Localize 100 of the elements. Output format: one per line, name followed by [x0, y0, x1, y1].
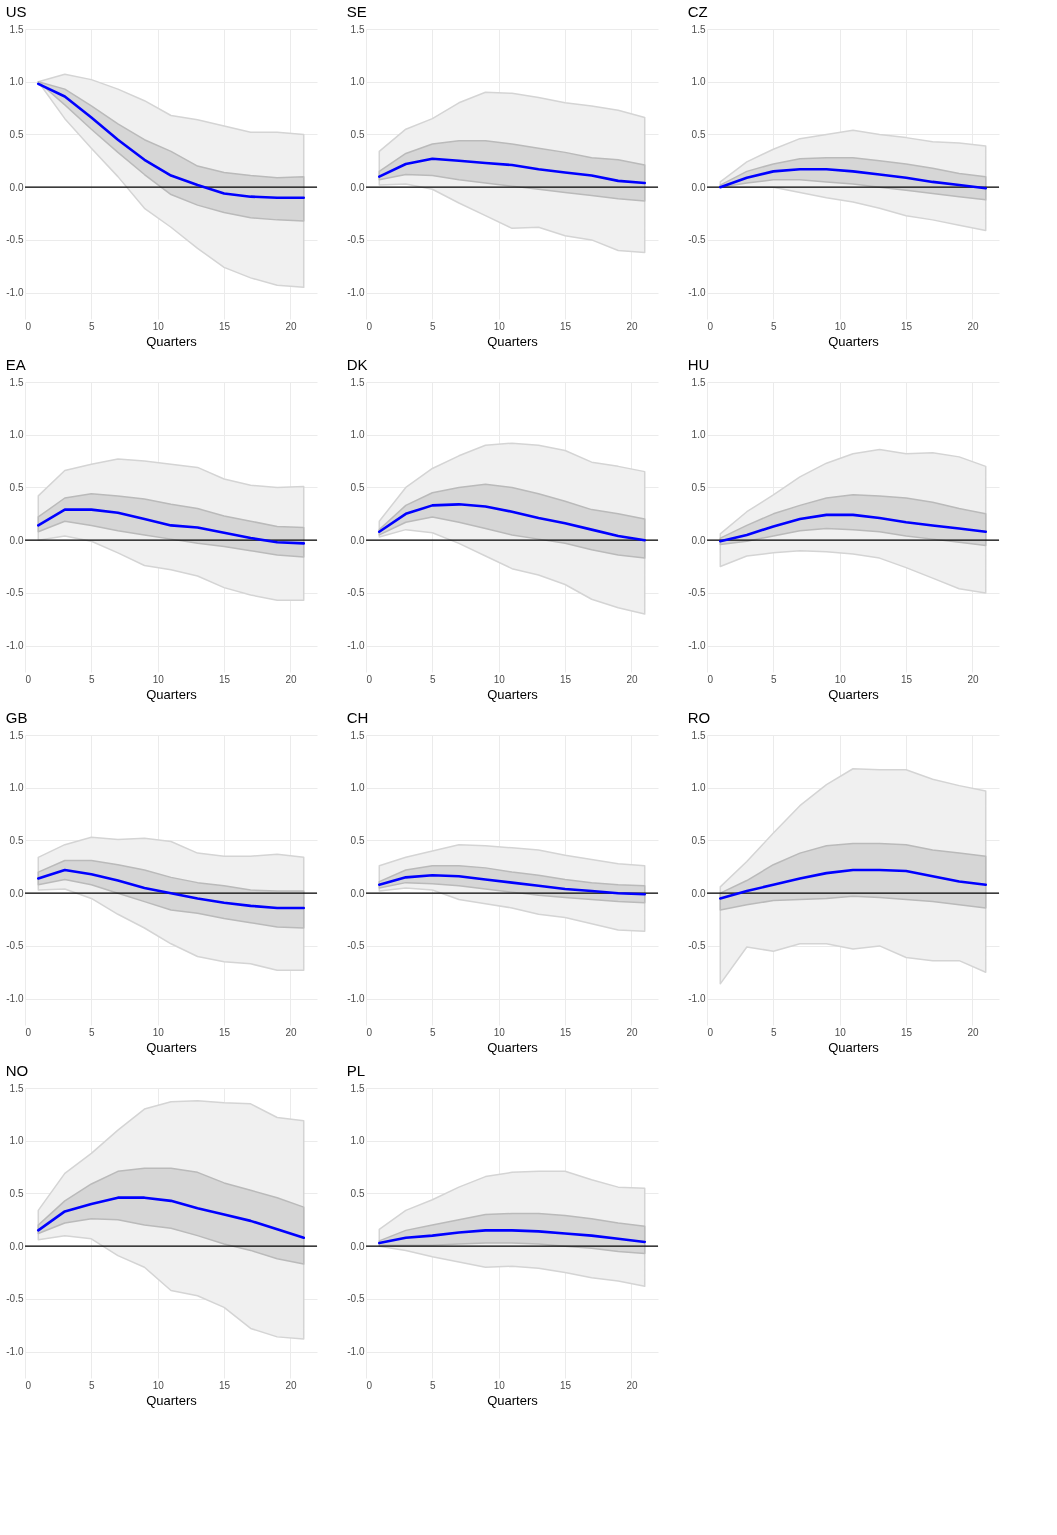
x-tick-label: 0 — [707, 673, 714, 685]
y-tick-label: -0.5 — [347, 940, 365, 952]
x-tick-label: 15 — [901, 673, 913, 685]
y-tick-label: 1.5 — [691, 729, 706, 741]
x-tick-label: 20 — [285, 673, 297, 685]
chart-title: RO — [687, 709, 711, 726]
y-tick-label: -1.0 — [688, 993, 706, 1005]
x-axis-title: Quarters — [146, 1392, 198, 1408]
x-tick-label: 10 — [834, 1026, 847, 1038]
y-tick-label: 0.0 — [9, 887, 24, 899]
y-tick-label: -0.5 — [6, 587, 24, 599]
x-tick-label: 10 — [152, 320, 165, 332]
x-tick-label: 15 — [560, 1026, 572, 1038]
x-tick-label: 5 — [771, 320, 778, 332]
y-tick-label: 0.5 — [9, 834, 24, 846]
y-tick-label: -1.0 — [688, 640, 706, 652]
y-tick-label: -1.0 — [347, 1346, 365, 1358]
y-tick-label: 1.5 — [350, 376, 365, 388]
chart-title: NO — [5, 1062, 29, 1079]
y-tick-label: 0.0 — [350, 1240, 365, 1252]
x-axis-title: Quarters — [146, 1039, 198, 1055]
chart-title: SE — [346, 3, 367, 20]
y-tick-label: 0.5 — [691, 128, 706, 140]
line-series — [377, 503, 647, 542]
line-series — [377, 157, 647, 185]
y-tick-label: 0.0 — [9, 1240, 24, 1252]
y-tick-label: -1.0 — [6, 993, 24, 1005]
y-tick-label: -0.5 — [6, 234, 24, 246]
x-tick-label: 15 — [560, 320, 572, 332]
y-tick-label: 1.0 — [9, 782, 24, 794]
y-tick-label: -0.5 — [688, 234, 706, 246]
line-series — [36, 1196, 306, 1240]
x-tick-label: 20 — [626, 673, 638, 685]
y-tick-label: -1.0 — [347, 993, 365, 1005]
y-tick-label: 1.5 — [9, 23, 24, 35]
y-tick-label: 0.0 — [691, 181, 706, 193]
x-tick-label: 10 — [152, 1379, 165, 1391]
y-tick-label: -0.5 — [347, 587, 365, 599]
x-tick-label: 15 — [219, 673, 231, 685]
y-tick-label: -1.0 — [6, 1346, 24, 1358]
chart-title: US — [5, 3, 27, 20]
y-tick-label: 1.5 — [9, 729, 24, 741]
y-tick-label: 1.0 — [691, 429, 706, 441]
x-axis-title: Quarters — [828, 333, 880, 349]
x-tick-label: 15 — [219, 320, 231, 332]
y-tick-label: 0.5 — [9, 128, 24, 140]
chart-title: CH — [346, 709, 369, 726]
x-axis-title: Quarters — [828, 686, 880, 702]
y-tick-label: 1.0 — [350, 429, 365, 441]
y-tick-label: 0.0 — [691, 887, 706, 899]
x-tick-label: 0 — [366, 1026, 373, 1038]
chart-title: EA — [5, 356, 26, 373]
x-tick-label: 0 — [707, 1026, 714, 1038]
y-tick-label: -0.5 — [6, 1293, 24, 1305]
x-tick-label: 0 — [366, 673, 373, 685]
x-tick-label: 0 — [25, 1379, 32, 1391]
x-axis-title: Quarters — [146, 686, 198, 702]
x-tick-label: 0 — [25, 320, 32, 332]
x-tick-label: 5 — [430, 1026, 437, 1038]
y-tick-label: -0.5 — [347, 234, 365, 246]
x-tick-label: 10 — [834, 320, 847, 332]
y-tick-label: -0.5 — [688, 587, 706, 599]
x-tick-label: 5 — [430, 320, 437, 332]
x-tick-label: 5 — [89, 320, 96, 332]
x-axis-title: Quarters — [487, 686, 539, 702]
x-tick-label: 0 — [25, 673, 32, 685]
y-tick-label: 0.0 — [9, 534, 24, 546]
y-tick-label: 1.5 — [9, 376, 24, 388]
y-tick-label: 1.5 — [9, 1082, 24, 1094]
y-tick-label: 0.0 — [350, 534, 365, 546]
x-tick-label: 15 — [560, 1379, 572, 1391]
y-tick-label: 1.5 — [691, 23, 706, 35]
x-tick-label: 5 — [89, 1379, 96, 1391]
chart-title: HU — [687, 356, 710, 373]
y-tick-label: 0.5 — [350, 128, 365, 140]
x-tick-label: 10 — [493, 1026, 506, 1038]
line-series — [36, 508, 306, 545]
x-tick-label: 0 — [707, 320, 714, 332]
x-tick-label: 15 — [219, 1026, 231, 1038]
y-tick-label: -0.5 — [347, 1293, 365, 1305]
line-series — [377, 1229, 647, 1245]
x-axis-title: Quarters — [828, 1039, 880, 1055]
x-tick-label: 5 — [89, 1026, 96, 1038]
y-tick-label: -1.0 — [347, 640, 365, 652]
x-tick-label: 20 — [967, 673, 979, 685]
x-tick-label: 15 — [901, 1026, 913, 1038]
x-axis-title: Quarters — [487, 1039, 539, 1055]
y-tick-label: 1.5 — [350, 1082, 365, 1094]
line-series — [718, 868, 988, 900]
y-tick-label: 1.0 — [691, 782, 706, 794]
y-tick-label: 0.5 — [691, 481, 706, 493]
line-series — [36, 868, 306, 910]
chart-title: GB — [5, 709, 28, 726]
x-tick-label: 10 — [834, 673, 847, 685]
x-tick-label: 20 — [626, 320, 638, 332]
x-tick-label: 10 — [493, 320, 506, 332]
x-tick-label: 20 — [285, 1026, 297, 1038]
y-tick-label: 1.0 — [9, 76, 24, 88]
x-tick-label: 20 — [285, 320, 297, 332]
chart-title: DK — [346, 356, 368, 373]
